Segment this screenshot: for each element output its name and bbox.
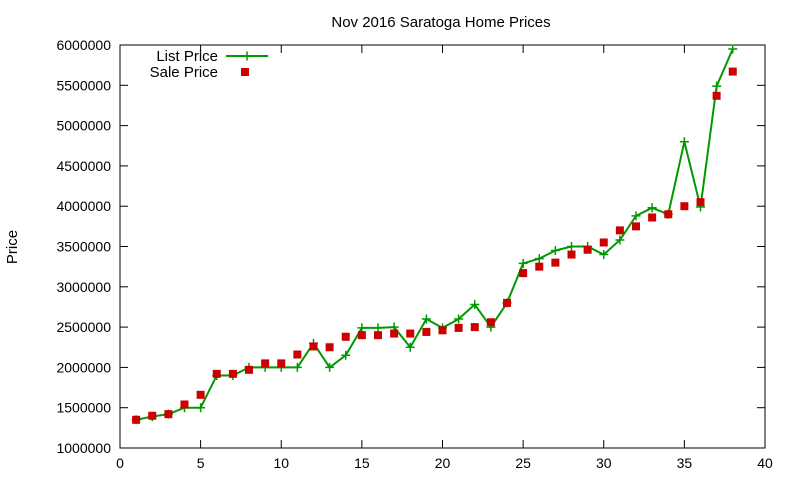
x-tick-label: 30	[596, 455, 612, 471]
sale-price-point	[470, 323, 479, 332]
sale-price-point	[519, 269, 528, 278]
legend-label-sale-price: Sale Price	[150, 64, 218, 81]
legend-marker-list-price	[242, 51, 252, 61]
sale-price-point	[567, 250, 576, 259]
x-axis: 0 5 10 15 20 25 30 35 40	[116, 45, 773, 471]
x-tick-label: 35	[677, 455, 693, 471]
legend-marker-sale-price	[241, 68, 249, 76]
sale-price-point	[196, 390, 205, 399]
sale-price-point	[664, 210, 673, 219]
sale-price-point	[277, 359, 286, 368]
y-tick-label: 1500000	[56, 400, 111, 416]
sale-price-point	[390, 329, 399, 338]
y-tick-label: 6000000	[56, 37, 111, 53]
list-price-point	[567, 242, 576, 251]
sale-price-point	[632, 222, 640, 231]
sale-price-point	[551, 258, 560, 267]
list-price-point	[357, 323, 367, 333]
sale-price-point	[535, 262, 544, 271]
list-price-point	[518, 258, 528, 268]
y-tick-label: 4000000	[56, 198, 111, 214]
y-tick-label: 4500000	[56, 158, 111, 174]
sale-price-point	[438, 326, 447, 335]
sale-price-point	[245, 365, 253, 374]
list-price-point	[712, 81, 722, 91]
sale-price-point	[309, 342, 318, 351]
list-price-point	[728, 44, 738, 54]
plot-area-border	[119, 44, 766, 449]
sale-price-point	[357, 331, 366, 340]
sale-price-point	[599, 238, 608, 247]
x-tick-label: 25	[515, 455, 531, 471]
list-price-point	[196, 403, 206, 413]
sale-price-point	[712, 91, 721, 100]
list-price-point	[679, 137, 689, 147]
y-axis: 1000000 1500000 2000000 2500000 3000000 35000…	[56, 37, 765, 456]
y-tick-label: 3000000	[56, 279, 111, 295]
sale-price-point	[696, 198, 705, 207]
sale-price-point	[503, 298, 511, 307]
sale-price-point	[180, 400, 189, 409]
x-tick-label: 5	[197, 455, 205, 471]
list-price-point	[454, 314, 464, 324]
list-price-point	[631, 211, 641, 221]
x-tick-label: 10	[273, 455, 289, 471]
x-tick-label: 15	[354, 455, 370, 471]
sale-price-point	[164, 410, 173, 419]
sale-price-point	[680, 202, 689, 211]
list-price-point	[534, 254, 544, 264]
x-tick-label: 40	[757, 455, 773, 471]
sale-price-point	[132, 415, 141, 424]
y-tick-label: 3500000	[56, 239, 111, 255]
y-tick-label: 2000000	[56, 359, 111, 375]
series-sale-price	[132, 67, 737, 424]
y-tick-label: 1000000	[56, 440, 111, 456]
list-price-point	[550, 246, 560, 256]
list-price-point	[292, 362, 302, 372]
sale-price-point	[228, 369, 237, 378]
sale-price-point	[261, 359, 270, 368]
sale-price-point	[728, 67, 737, 76]
sale-price-point	[374, 331, 382, 340]
sale-price-point	[341, 332, 350, 341]
y-tick-label: 5500000	[56, 77, 111, 93]
sale-price-point	[325, 343, 334, 352]
y-axis-label: Price	[4, 230, 21, 264]
list-price-line	[135, 48, 734, 421]
sale-price-point	[615, 226, 624, 235]
list-price-point	[647, 203, 657, 213]
series-layer	[131, 44, 738, 425]
legend-label-list-price: List Price	[156, 48, 218, 65]
list-price-point	[325, 362, 335, 372]
list-price-point	[405, 342, 415, 352]
sale-price-point	[406, 329, 415, 338]
list-price-point	[615, 235, 625, 245]
sale-price-point	[454, 323, 463, 332]
series-list-price	[131, 44, 738, 425]
sale-price-point	[486, 318, 495, 327]
x-tick-label: 0	[116, 455, 124, 471]
sale-price-point	[422, 327, 431, 336]
sale-price-point	[583, 245, 592, 254]
list-price-point	[373, 323, 383, 333]
sale-price-point	[293, 350, 302, 359]
list-price-point	[341, 350, 351, 360]
sale-price-point	[212, 369, 221, 378]
y-tick-label: 2500000	[56, 319, 111, 335]
list-price-point	[470, 300, 480, 310]
sale-price-point	[648, 213, 657, 222]
sale-price-point	[148, 411, 157, 420]
x-tick-label: 20	[435, 455, 451, 471]
list-price-point	[421, 314, 431, 324]
chart-title: Nov 2016 Saratoga Home Prices	[331, 14, 550, 31]
list-price-point	[599, 250, 609, 260]
y-tick-label: 5000000	[56, 118, 111, 134]
